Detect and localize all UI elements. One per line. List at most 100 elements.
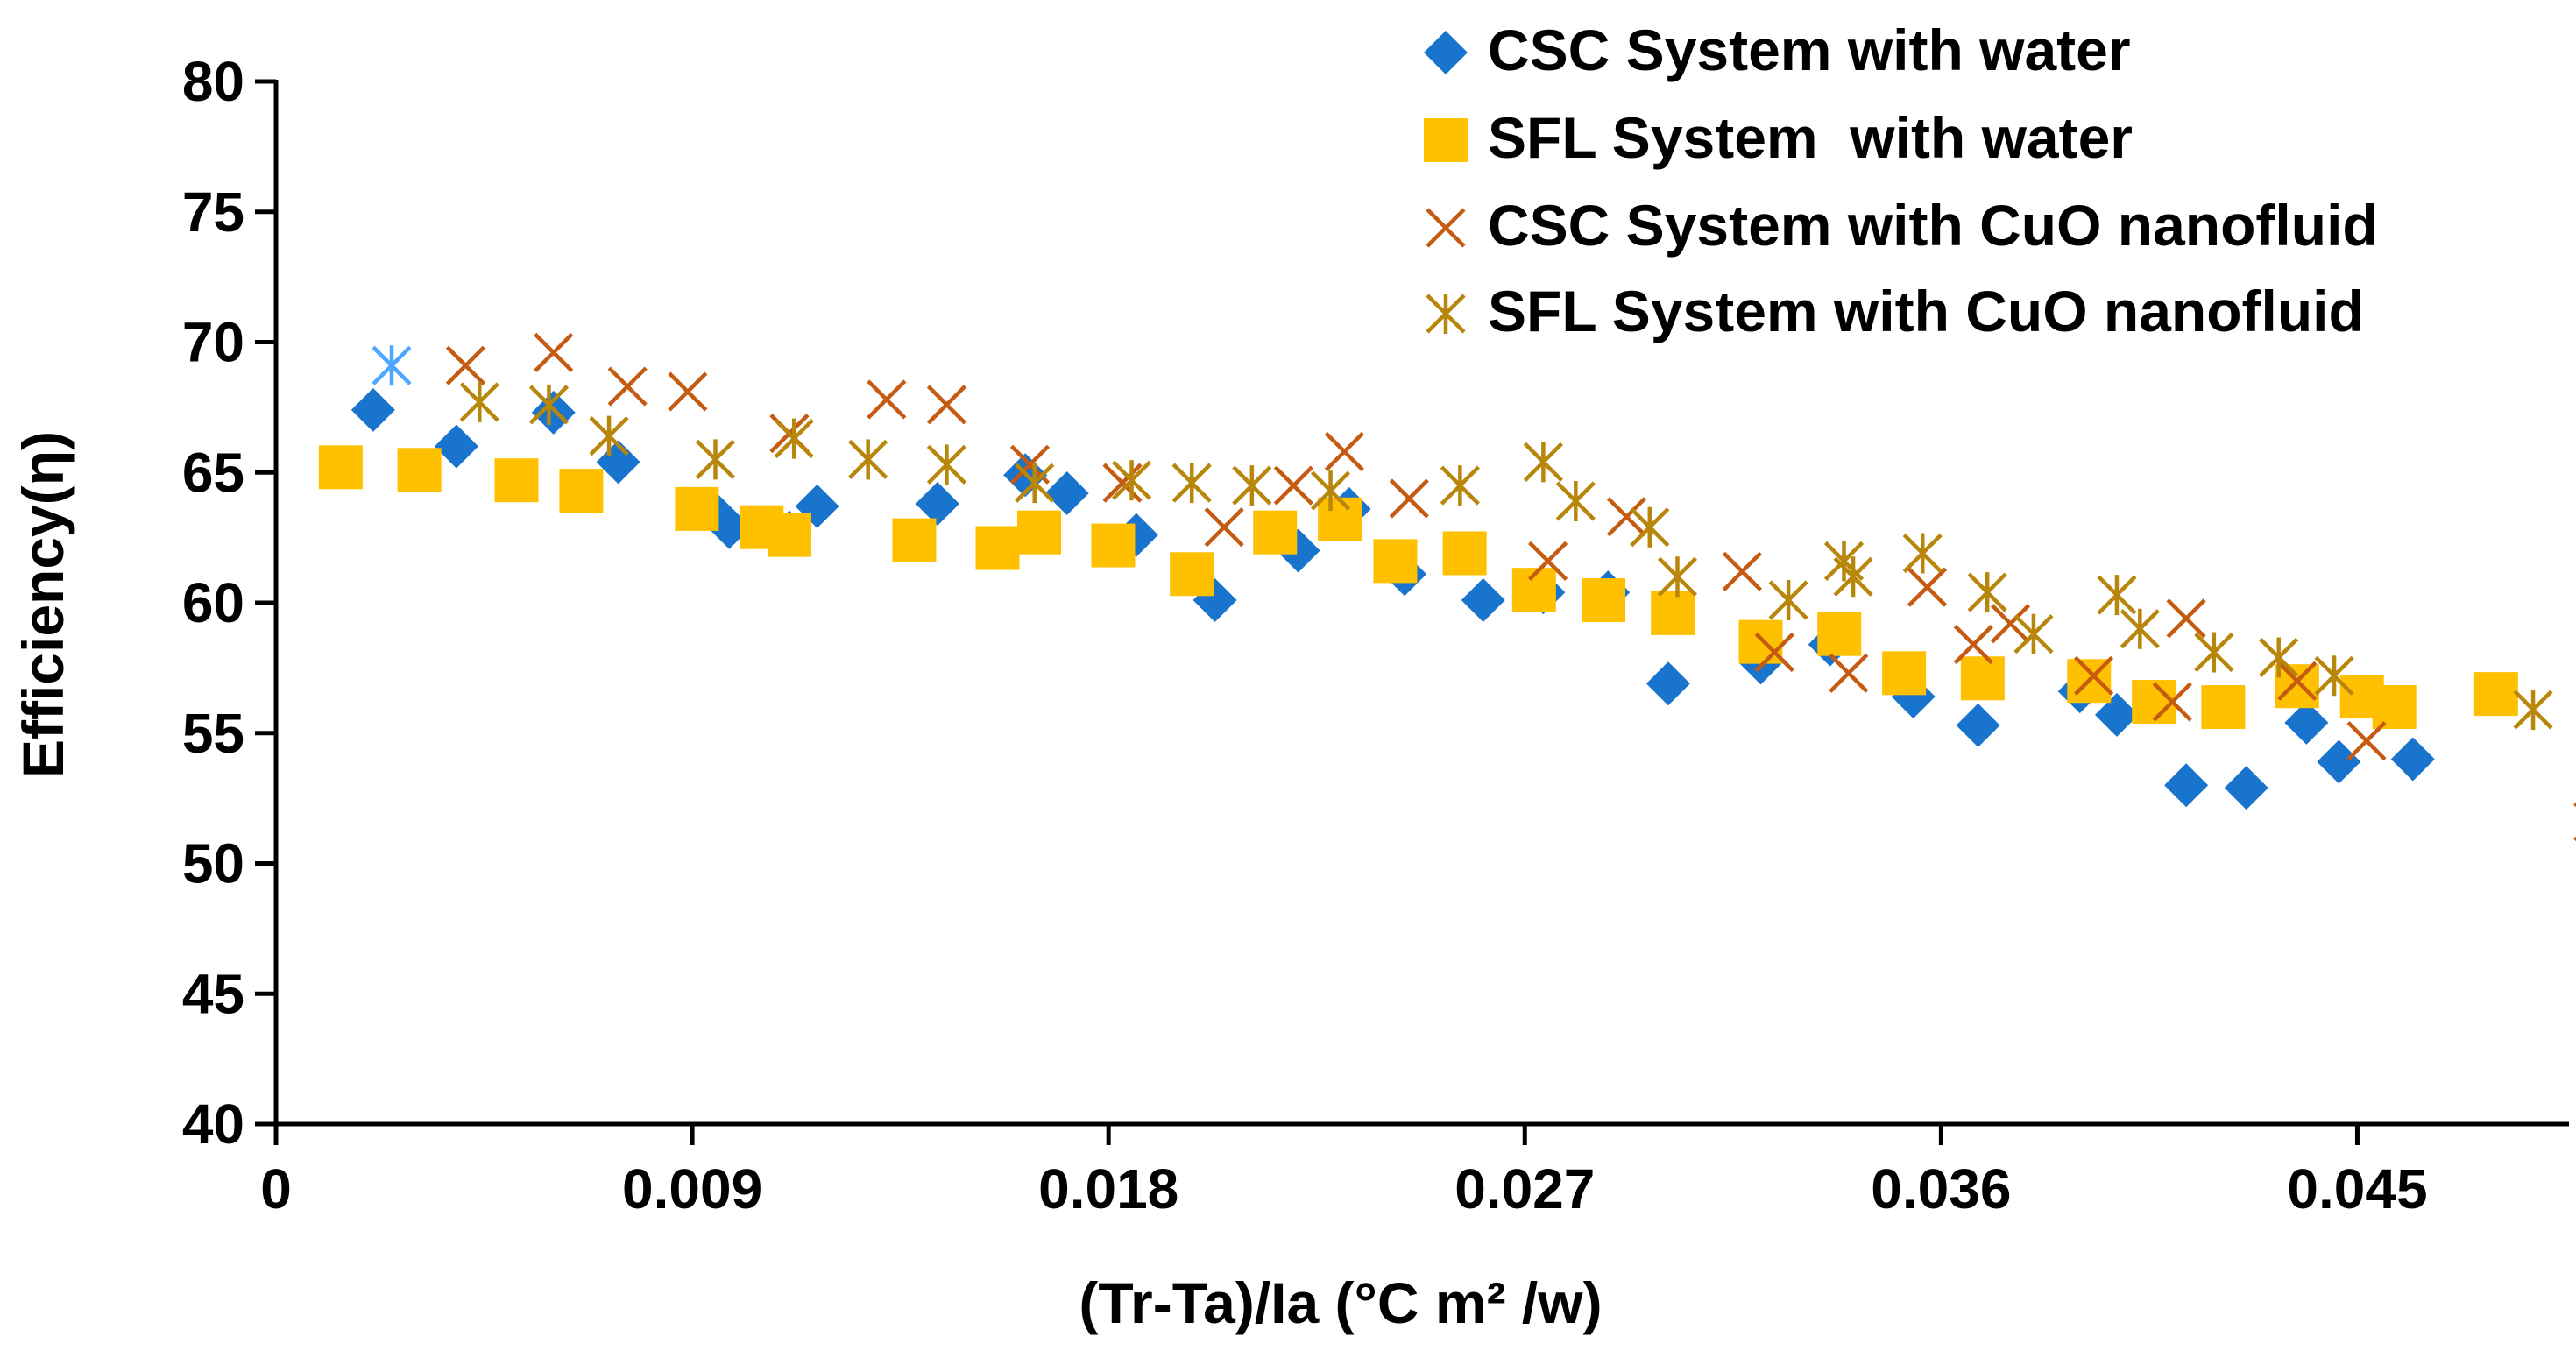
data-point-asterisk: [1015, 463, 1055, 504]
data-point-x: [2073, 655, 2114, 696]
data-point-square: [675, 486, 719, 531]
x-ticks: 0 0.009 0.018 0.027 0.036 0.045: [260, 1124, 2428, 1220]
data-point-x: [1273, 465, 1313, 506]
legend-marker-diamond: [1424, 31, 1468, 74]
y-tick-label: 70: [182, 311, 244, 374]
data-point-asterisk: [1232, 465, 1272, 506]
legend-marker-square: [1424, 118, 1468, 162]
data-point-x: [867, 379, 907, 420]
data-point-square: [1960, 656, 2005, 701]
data-point-diamond: [531, 390, 576, 435]
data-point-square: [559, 469, 604, 513]
data-point-square: [975, 526, 1020, 570]
legend-entry-csc-cuo: CSC System with CuO nanofluid: [1426, 193, 2378, 258]
data-point-asterisk: [774, 418, 814, 459]
legend-label-sfl-cuo: SFL System with CuO nanofluid: [1488, 279, 2364, 343]
y-tick-label: 50: [182, 832, 244, 895]
data-point-asterisk: [372, 345, 412, 386]
data-point-square: [1091, 523, 1136, 568]
series-4-points: [459, 381, 2553, 730]
data-point-diamond: [350, 387, 395, 432]
data-point-square: [1882, 651, 1927, 696]
x-tick-label: 0.027: [1454, 1157, 1595, 1220]
data-point-diamond: [915, 481, 959, 526]
data-point-asterisk: [926, 444, 967, 485]
data-point-x: [1528, 541, 1568, 581]
data-point-asterisk: [589, 415, 629, 456]
data-point-asterisk: [1768, 580, 1808, 621]
x-tick-label: 0: [260, 1157, 292, 1220]
data-point-asterisk: [2314, 655, 2354, 697]
data-point-x: [1606, 497, 1647, 537]
y-tick-label: 45: [182, 962, 244, 1025]
data-point-asterisk: [1967, 572, 2007, 613]
y-tick-label: 65: [182, 441, 244, 504]
data-point-x: [2166, 598, 2206, 639]
data-point-diamond: [1956, 703, 2000, 747]
data-point-asterisk: [1523, 442, 1563, 483]
data-point-x: [2277, 661, 2318, 701]
data-point-square: [1442, 531, 1487, 576]
data-point-asterisk: [848, 439, 888, 480]
data-point-square: [1170, 552, 1214, 597]
data-point-asterisk: [1440, 465, 1480, 506]
legend-swatch-x: [1426, 208, 1466, 248]
data-point-x: [1722, 551, 1762, 591]
data-point-square: [1738, 619, 1783, 664]
y-tick-label: 80: [182, 50, 244, 113]
data-point-diamond: [2317, 739, 2361, 784]
data-point-asterisk: [2194, 632, 2234, 673]
data-point-asterisk: [2097, 575, 2137, 616]
y-axis-title: Efficiency(η): [11, 431, 75, 778]
data-point-square: [1253, 510, 1298, 555]
data-point-square: [494, 458, 539, 503]
data-point-diamond: [434, 424, 478, 469]
y-tick-label: 75: [182, 180, 244, 244]
data-point-square: [1817, 612, 1862, 656]
data-point-square: [2473, 672, 2518, 717]
data-point-square: [2132, 680, 2176, 725]
data-point-square: [1318, 497, 1362, 541]
data-point-asterisk: [1902, 533, 1943, 574]
legend-entry-sfl-cuo: SFL System with CuO nanofluid: [1426, 279, 2364, 343]
legend-label-csc-water: CSC System with water: [1488, 18, 2131, 82]
legend-swatch-diamond: [1424, 31, 1468, 74]
data-point-asterisk: [459, 381, 499, 422]
data-point-square: [318, 445, 363, 490]
data-point-asterisk: [1833, 556, 1873, 598]
data-point-asterisk: [1111, 460, 1152, 501]
data-point-square: [1373, 539, 1418, 584]
legend-label-sfl-water: SFL System with water: [1488, 105, 2133, 170]
data-point-asterisk: [1310, 470, 1351, 512]
legend-marker-x: [1426, 208, 1466, 248]
legend-swatch-asterisk: [1426, 294, 1466, 334]
data-point-diamond: [1461, 578, 1505, 623]
data-point-diamond: [596, 440, 640, 485]
data-point-x: [1324, 431, 1364, 472]
data-point-x: [2152, 682, 2192, 722]
data-point-x: [668, 371, 708, 412]
data-point-square: [397, 448, 442, 492]
series-2-points: [318, 445, 2518, 729]
data-point-square: [767, 513, 811, 557]
x-tick-label: 0.036: [1871, 1157, 2011, 1220]
data-point-asterisk: [695, 439, 736, 480]
legend-entry-csc-water: CSC System with water: [1424, 18, 2131, 82]
legend-marker-asterisk: [1426, 294, 1466, 334]
x-tick-label: 0.009: [622, 1157, 762, 1220]
data-point-x: [607, 366, 648, 407]
data-point-x: [1102, 463, 1143, 503]
data-point-asterisk: [2120, 608, 2160, 649]
data-point-diamond: [2284, 700, 2329, 745]
data-point-x: [1754, 632, 1794, 673]
data-point-square: [1582, 578, 1626, 623]
data-point-asterisk: [1657, 556, 1698, 598]
data-point-diamond: [1044, 471, 1089, 516]
y-tick-label: 55: [182, 702, 244, 765]
data-point-x: [1907, 567, 1948, 607]
data-point-square: [892, 518, 937, 562]
data-point-x: [445, 345, 486, 385]
data-point-asterisk: [2513, 689, 2553, 730]
data-point-x: [1990, 604, 2031, 644]
